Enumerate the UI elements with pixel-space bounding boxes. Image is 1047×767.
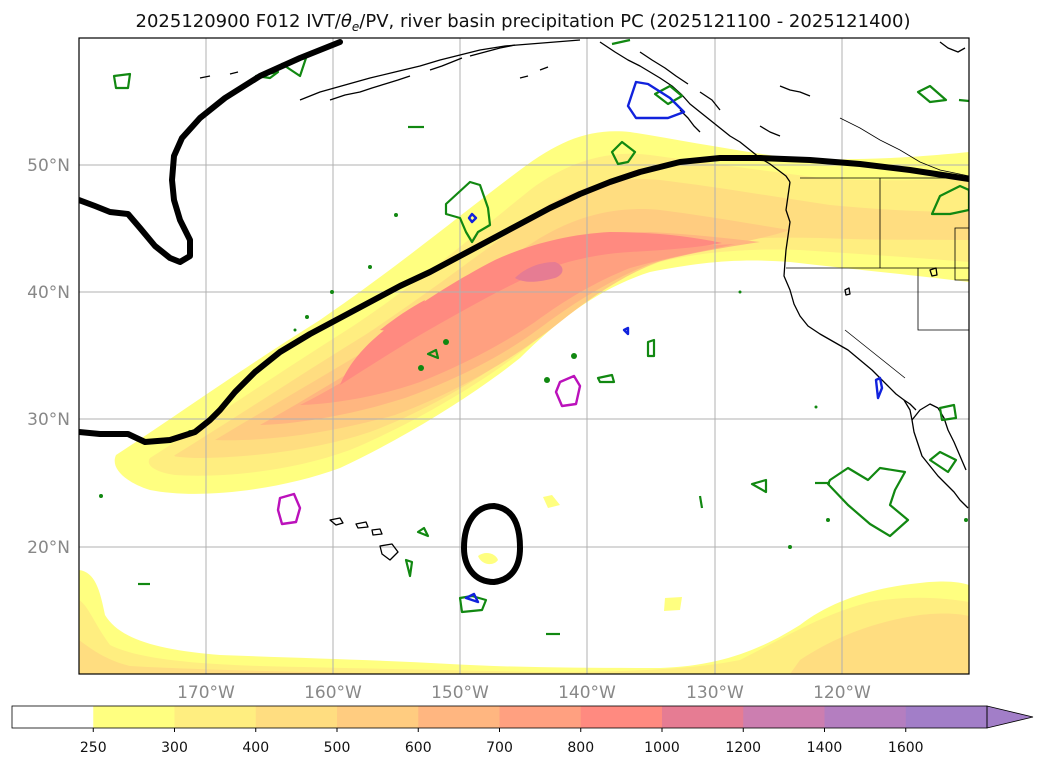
colorbar-swatch [580, 706, 663, 728]
colorbar-swatch [93, 706, 175, 728]
colorbar: 250 300 400 500 600 700 800 1000 1200 1400 1600 [11, 705, 1034, 756]
colorbar-swatch [824, 706, 907, 728]
ivt-fill [79, 131, 969, 674]
colorbar-swatches [12, 706, 988, 728]
graticule [79, 38, 969, 674]
lat-axis: 50°N 40°N 30°N 20°N [27, 156, 70, 558]
lon-axis: 170°W 160°W 150°W 140°W 130°W 120°W [177, 683, 871, 703]
lat-label-50n: 50°N [27, 156, 70, 176]
colorbar-tick-label: 400 [242, 740, 269, 756]
colorbar-swatch [905, 706, 988, 728]
colorbar-tick-label: 300 [161, 740, 188, 756]
colorbar-swatch [418, 706, 500, 728]
colorbar-ticks: 250 300 400 500 600 700 800 1000 1200 1400 1600 [80, 728, 924, 756]
lat-label-40n: 40°N [27, 283, 70, 303]
pv-contour [79, 39, 969, 585]
lon-label-140w: 140°W [558, 683, 616, 703]
lon-label-160w: 160°W [304, 683, 362, 703]
colorbar-tick-label: 250 [80, 740, 107, 756]
colorbar-swatch [174, 706, 257, 728]
map-frame [78, 37, 970, 675]
lon-label-150w: 150°W [431, 683, 489, 703]
colorbar-swatch [662, 706, 744, 728]
colorbar-tick-label: 700 [486, 740, 513, 756]
map-title: 2025120900 F012 IVT/θe/PV, river basin p… [136, 11, 911, 34]
map-panel [79, 38, 969, 674]
colorbar-swatch [255, 706, 338, 728]
lat-label-20n: 20°N [27, 538, 70, 558]
lat-label-30n: 30°N [27, 410, 70, 430]
colorbar-tick-label: 1400 [807, 740, 843, 756]
colorbar-swatch [337, 706, 419, 728]
political-borders [786, 117, 969, 379]
colorbar-tick-label: 1600 [888, 740, 924, 756]
lon-label-170w: 170°W [177, 683, 235, 703]
colorbar-extend-arrow [986, 705, 1034, 729]
coastlines [199, 39, 969, 561]
colorbar-tick-label: 500 [324, 740, 351, 756]
colorbar-swatch [12, 706, 94, 728]
precip-contours-blue [464, 80, 884, 604]
lon-label-120w: 120°W [813, 683, 871, 703]
colorbar-swatch [499, 706, 582, 728]
colorbar-tick-label: 1000 [644, 740, 680, 756]
colorbar-tick-label: 600 [405, 740, 432, 756]
lon-label-130w: 130°W [686, 683, 744, 703]
colorbar-tick-label: 1200 [725, 740, 761, 756]
colorbar-tick-label: 800 [567, 740, 594, 756]
precip-contours-magenta [276, 374, 582, 526]
colorbar-swatch [743, 706, 825, 728]
